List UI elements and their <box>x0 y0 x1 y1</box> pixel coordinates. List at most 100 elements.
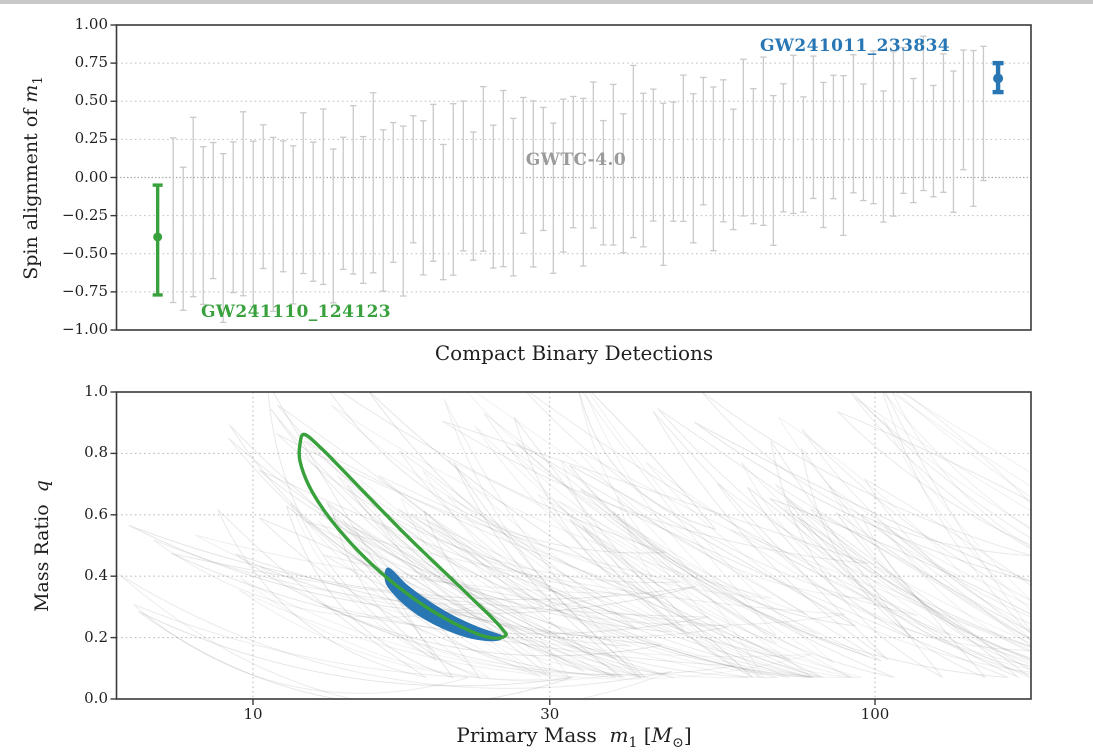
event-errorbar-green <box>152 183 163 297</box>
tick-label: 10 <box>243 705 263 723</box>
posterior-contour <box>873 520 1031 639</box>
posterior-contour <box>346 484 585 672</box>
posterior-contour <box>578 392 717 531</box>
posterior-contour <box>217 508 427 678</box>
posterior-contour <box>797 516 1031 676</box>
posterior-contour <box>882 392 1031 531</box>
bot-xlabel-M: M <box>651 723 673 747</box>
green-event-contour <box>297 432 508 640</box>
posterior-contour <box>228 437 632 647</box>
bot-ylabel-math: q <box>31 480 53 493</box>
posterior-contour <box>741 462 951 636</box>
posterior-contour <box>329 392 666 554</box>
posterior-contour <box>258 469 673 633</box>
posterior-contour <box>473 424 854 678</box>
posterior-contour <box>882 418 1031 611</box>
posterior-contour <box>854 396 1031 529</box>
posterior-contour <box>652 410 889 661</box>
posterior-contour <box>235 553 662 657</box>
posterior-contour <box>337 475 617 660</box>
posterior-contour <box>800 448 986 678</box>
bot-ylabel-text: Mass Ratio <box>31 504 53 612</box>
tick-label: −0.50 <box>62 243 108 262</box>
posterior-contour <box>837 411 1031 546</box>
posterior-contour <box>657 408 1031 678</box>
tick-label: 0.2 <box>84 627 108 646</box>
posterior-contour <box>578 392 777 636</box>
posterior-contour <box>612 511 896 678</box>
tick-label: −0.25 <box>62 205 108 224</box>
posterior-contour <box>132 603 469 694</box>
bot-xlabel-text: Primary Mass <box>456 723 597 747</box>
bot-xlabel-open: [ <box>643 723 652 747</box>
posterior-contour <box>616 495 765 679</box>
posterior-contour <box>423 510 622 678</box>
posterior-contour <box>128 524 697 614</box>
event-median-marker <box>993 73 1004 84</box>
posterior-contour <box>332 512 481 679</box>
posterior-contour <box>229 424 489 624</box>
tick-label: 100 <box>860 705 890 723</box>
posterior-contour <box>195 534 621 611</box>
posterior-contour <box>746 486 913 639</box>
tick-label: 0.00 <box>74 167 108 186</box>
posterior-contour <box>303 440 664 599</box>
posterior-contour <box>443 399 646 678</box>
posterior-contour <box>238 589 575 681</box>
bot-xlabel-sun: ⊙ <box>672 735 684 751</box>
posterior-contour <box>410 513 790 678</box>
posterior-contour <box>693 421 1031 583</box>
posterior-contour <box>809 508 1031 661</box>
posterior-contour <box>285 504 455 679</box>
tick-label: 0.4 <box>84 566 108 585</box>
posterior-contour <box>783 507 1031 670</box>
posterior-contour <box>860 514 1031 668</box>
posterior-contour <box>267 392 437 661</box>
posterior-contour <box>368 392 791 660</box>
posterior-contour <box>537 493 851 678</box>
posterior-contour <box>882 392 1031 635</box>
posterior-contour <box>422 470 639 631</box>
posterior-contour <box>513 416 685 632</box>
posterior-contour <box>352 526 641 678</box>
gwtc-errorbars <box>169 35 987 324</box>
posterior-contour <box>569 518 754 678</box>
posterior-contour <box>118 574 672 699</box>
posterior-contour <box>319 511 626 678</box>
posterior-contour <box>515 442 882 662</box>
posterior-contour <box>360 479 552 678</box>
tick-label: 1.0 <box>84 382 108 400</box>
posterior-contour <box>270 408 674 678</box>
posterior-contour <box>441 420 869 564</box>
posterior-contour <box>447 459 813 678</box>
posterior-contour <box>378 475 814 678</box>
posterior-contour <box>453 463 642 678</box>
posterior-contour <box>505 445 820 635</box>
bottom-panel-x-axis-label: Primary Mass m1 [M⊙] <box>456 723 691 751</box>
posterior-contour <box>835 511 1031 659</box>
posterior-contour <box>330 404 773 599</box>
posterior-contour <box>397 508 810 678</box>
background-posterior-contours <box>118 392 1031 699</box>
posterior-contour <box>153 539 483 618</box>
tick-label: −0.75 <box>62 281 108 300</box>
posterior-contour <box>240 577 617 682</box>
top-ylabel-math: m <box>20 84 43 103</box>
posterior-contour <box>801 428 1031 618</box>
posterior-contour <box>569 464 856 627</box>
posterior-contour <box>326 501 547 675</box>
top-ylabel-text: Spin alignment of <box>20 108 43 280</box>
window-top-edge <box>0 0 1093 4</box>
posterior-contour <box>483 412 777 644</box>
posterior-contour <box>786 499 1019 678</box>
posterior-contour <box>323 554 730 638</box>
tick-label: −1.00 <box>62 320 108 338</box>
posterior-contour <box>276 404 545 609</box>
posterior-contour <box>431 521 820 678</box>
tick-label: 0.0 <box>84 689 108 707</box>
posterior-contour <box>381 524 778 679</box>
posterior-contour <box>701 392 1031 557</box>
posterior-contour <box>171 553 709 635</box>
tick-label: 0.8 <box>84 443 108 462</box>
posterior-contour <box>849 392 1031 550</box>
